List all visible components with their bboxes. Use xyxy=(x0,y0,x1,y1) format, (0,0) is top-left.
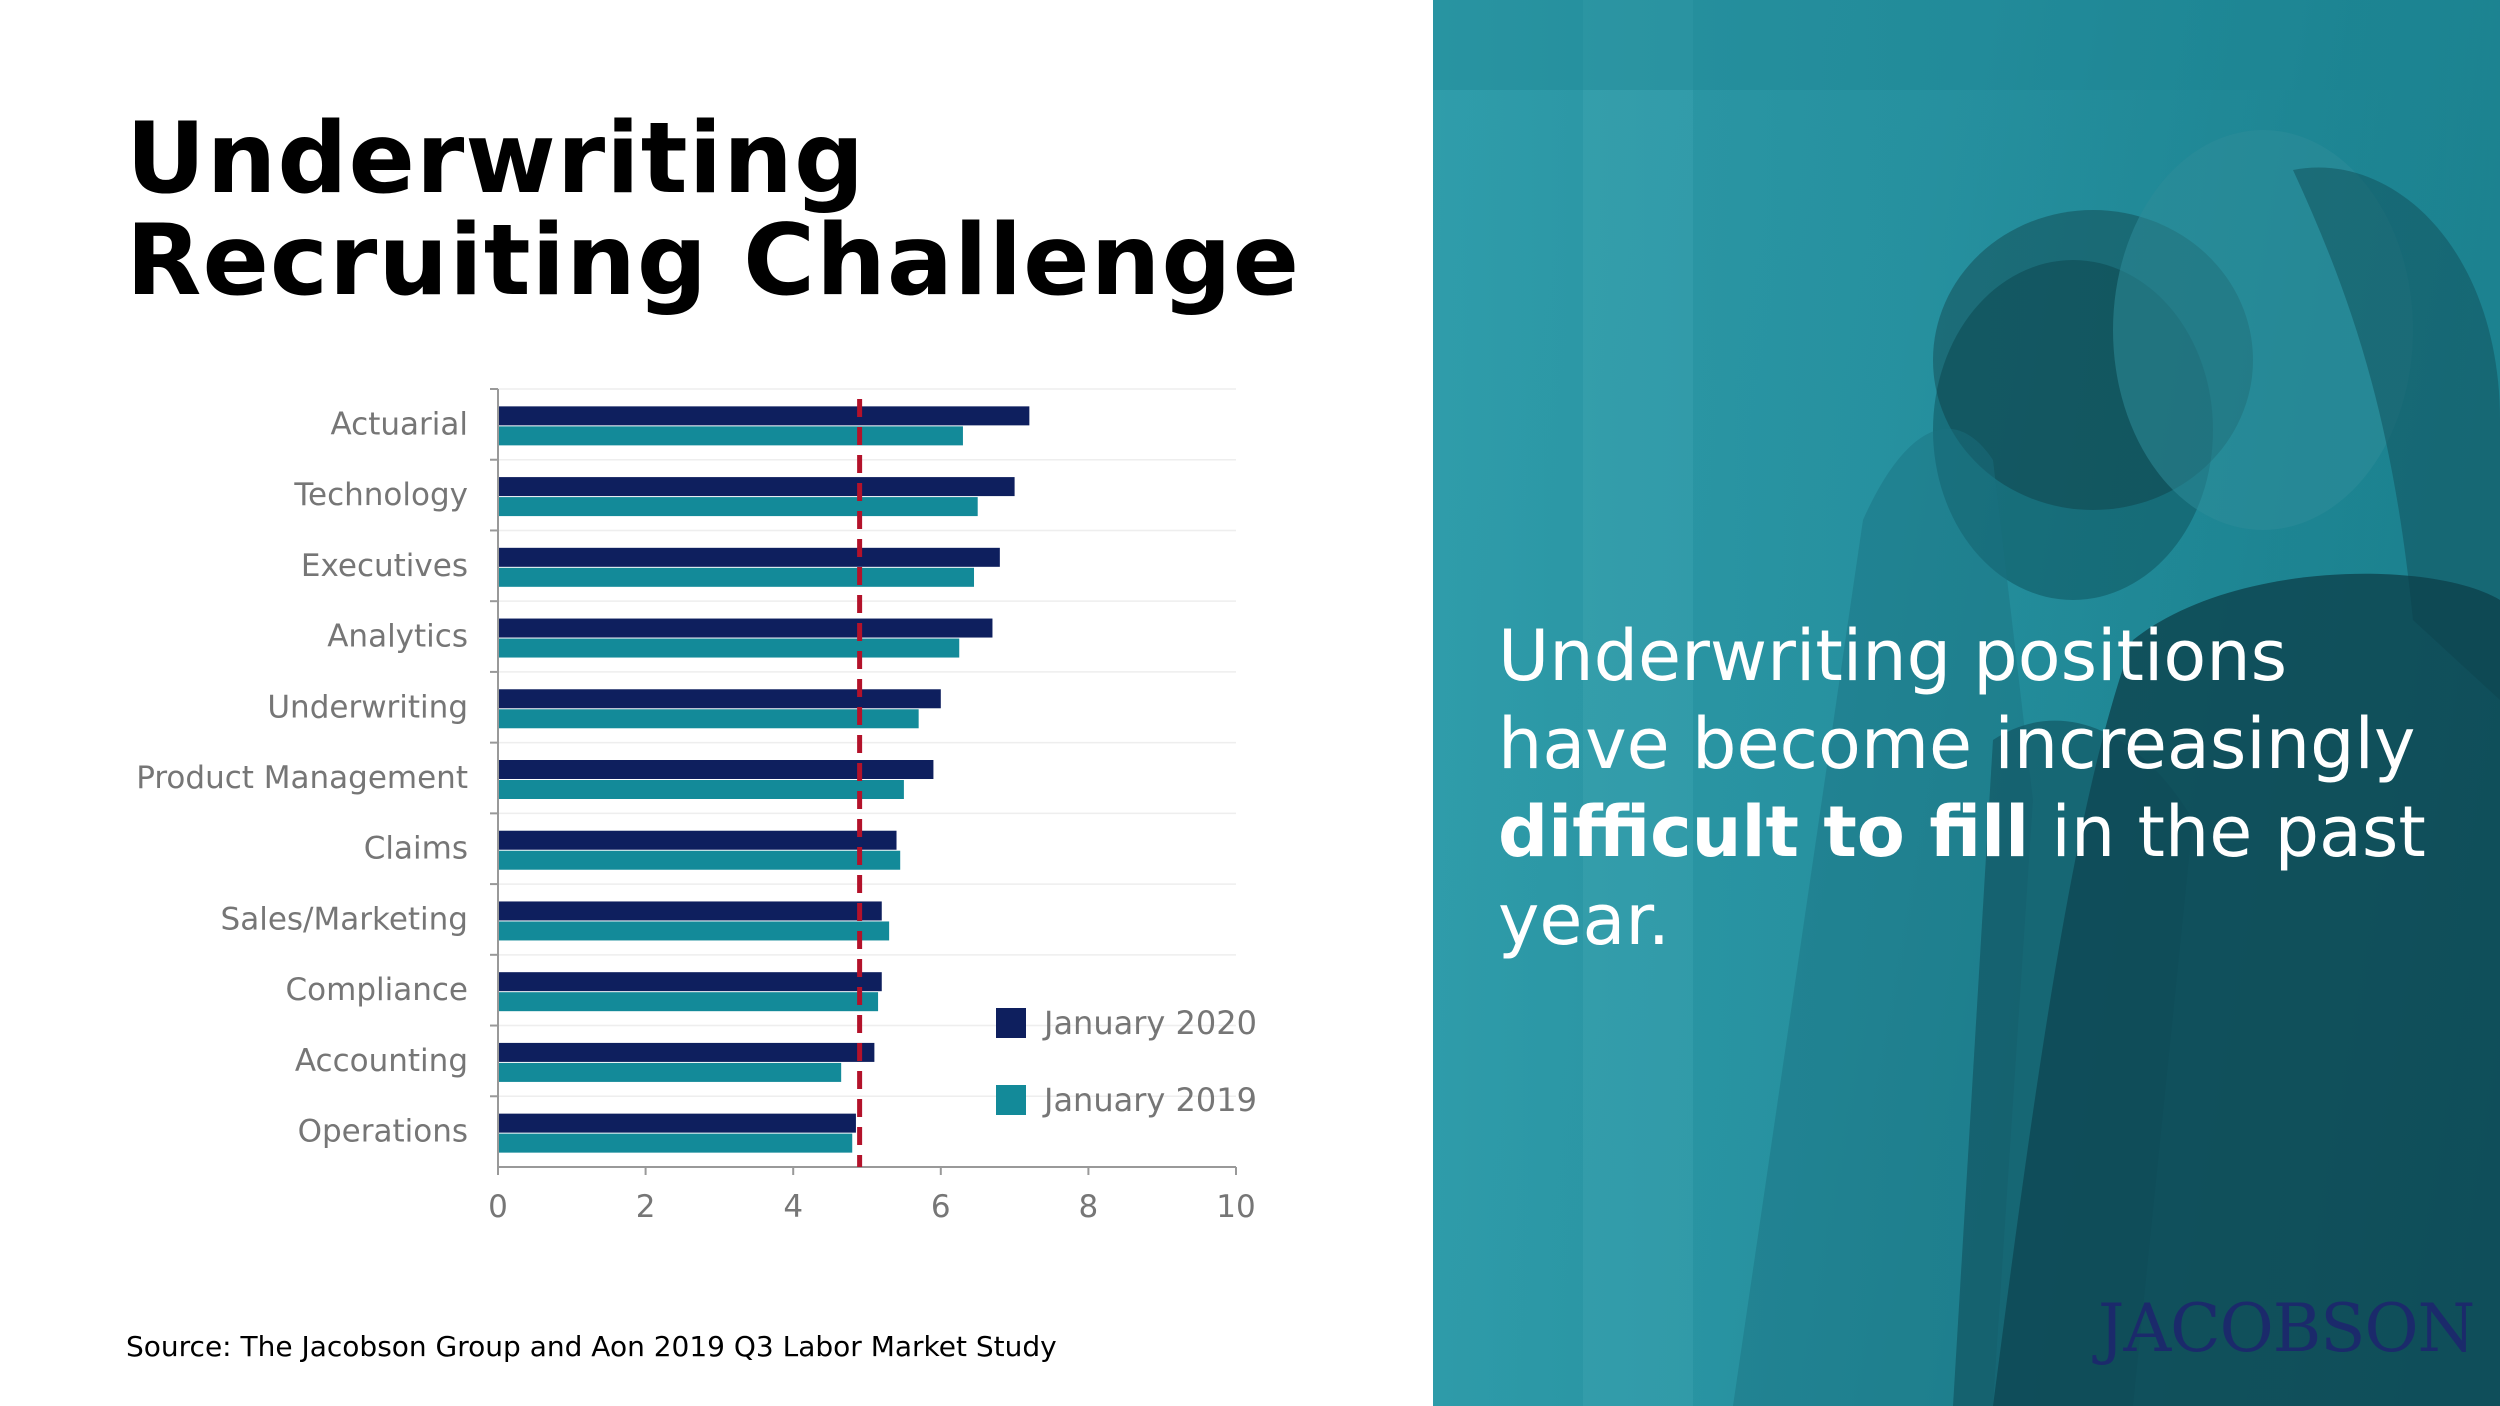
x-tick-label: 4 xyxy=(783,1189,803,1225)
category-label: Technology xyxy=(293,477,468,513)
jacobson-logo: JACOBSON xyxy=(2098,1290,2475,1367)
bar-january-2020 xyxy=(498,972,882,992)
bar-january-2020 xyxy=(498,689,941,709)
bar-january-2019 xyxy=(498,426,963,446)
bar-january-2019 xyxy=(498,709,919,729)
bar-january-2019 xyxy=(498,1133,853,1153)
category-label: Actuarial xyxy=(331,406,468,442)
category-label: Compliance xyxy=(286,972,468,1008)
bar-january-2020 xyxy=(498,901,882,921)
bar-january-2019 xyxy=(498,638,960,658)
category-label: Sales/Marketing xyxy=(221,901,468,937)
tagline: Underwriting positions have become incre… xyxy=(1498,612,2478,964)
category-label: Analytics xyxy=(327,619,468,655)
tagline-emphasis: difficult to fill xyxy=(1498,791,2030,873)
title-line-2: Recruiting Challenge xyxy=(126,204,1301,318)
bar-chart: Actuarial Technology Executives Analytics Un… xyxy=(136,388,1257,1225)
category-label: Underwriting xyxy=(267,689,468,725)
legend-swatch-january-2019 xyxy=(996,1085,1026,1115)
legend-label-january-2019: January 2019 xyxy=(1042,1081,1257,1119)
category-label: Operations xyxy=(298,1114,468,1150)
bar-january-2020 xyxy=(498,406,1030,426)
bar-january-2020 xyxy=(498,830,897,850)
title-line-1: Underwriting xyxy=(126,102,866,216)
bar-january-2019 xyxy=(498,921,890,941)
bar-january-2020 xyxy=(498,1042,875,1062)
bar-january-2020 xyxy=(498,547,1000,567)
category-label: Claims xyxy=(364,831,468,867)
chart-panel: Underwriting Recruiting Challenge Actuar… xyxy=(126,108,1300,1363)
bar-january-2019 xyxy=(498,1062,842,1082)
bar-january-2019 xyxy=(498,780,904,799)
bar-january-2020 xyxy=(498,618,993,638)
category-label: Product Management xyxy=(136,760,468,796)
bar-january-2019 xyxy=(498,850,901,870)
category-label: Accounting xyxy=(295,1043,468,1079)
legend-label-january-2020: January 2020 xyxy=(1042,1004,1257,1042)
legend-swatch-january-2020 xyxy=(996,1008,1026,1038)
bar-january-2020 xyxy=(498,1113,856,1133)
source-note: Source: The Jacobson Group and Aon 2019 … xyxy=(126,1330,1057,1363)
x-tick-label: 6 xyxy=(931,1189,951,1225)
x-tick-label: 2 xyxy=(636,1189,656,1225)
x-tick-label: 10 xyxy=(1216,1189,1255,1225)
bar-january-2019 xyxy=(498,567,975,587)
x-tick-label: 8 xyxy=(1079,1189,1099,1225)
photo-panel: Underwriting positions have become incre… xyxy=(1433,0,2500,1406)
tagline-part-2: in the past year. xyxy=(1498,791,2426,961)
x-tick-label: 0 xyxy=(488,1189,508,1225)
people-photo xyxy=(1433,0,2500,1406)
bar-january-2020 xyxy=(498,760,934,779)
bar-january-2020 xyxy=(498,477,1015,497)
page-title: Underwriting Recruiting Challenge xyxy=(126,108,1300,312)
bar-january-2019 xyxy=(498,497,978,517)
category-label: Executives xyxy=(301,548,468,584)
tagline-part-1: Underwriting positions have become incre… xyxy=(1498,615,2416,785)
bar-january-2019 xyxy=(498,992,879,1012)
